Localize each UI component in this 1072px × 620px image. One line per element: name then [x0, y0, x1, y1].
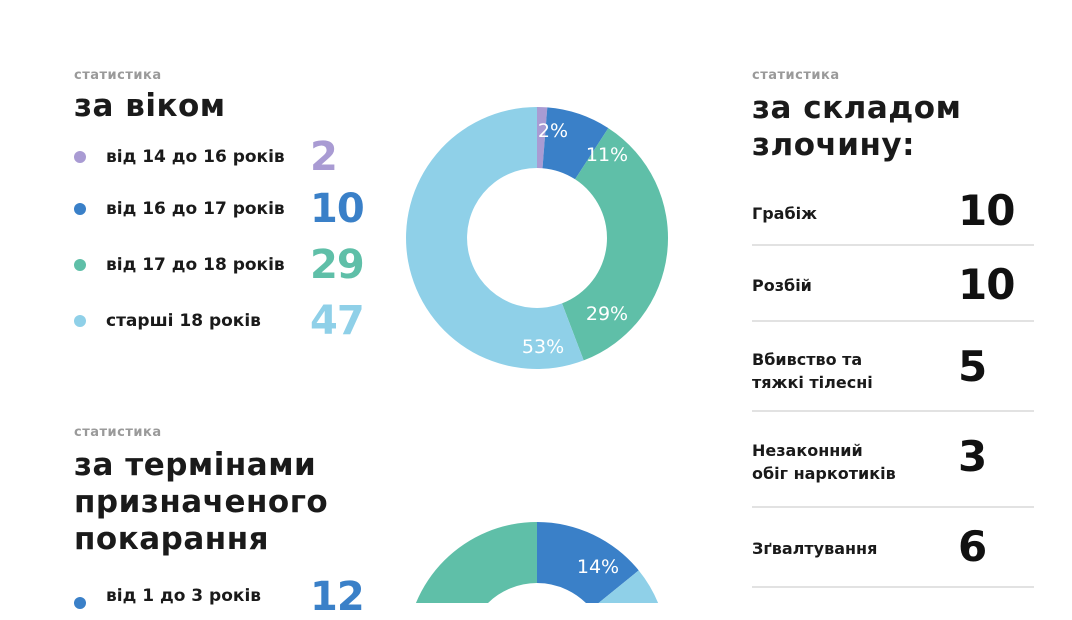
term-title-line: покарання [74, 521, 270, 557]
slice-over-18 [406, 107, 584, 370]
term-donut-chart: 14% [416, 522, 659, 603]
crime-value: 10 [958, 186, 1015, 235]
crime-label-line: Вбивство та [752, 350, 863, 369]
term-kicker: статистика [74, 425, 162, 440]
crime-title: за складом злочину: [752, 90, 961, 164]
crime-label: Грабіж [752, 204, 818, 223]
legend-label: від 16 до 17 років [106, 199, 285, 219]
pct-label: 29% [586, 303, 628, 325]
term-title-line: за термінами [74, 447, 317, 483]
crime-row: Незаконний обіг наркотиків 3 [752, 412, 1034, 508]
slice-other [416, 522, 537, 603]
age-legend-item: від 17 до 18 років 29 [74, 242, 365, 288]
crime-row: Вбивство та тяжкі тілесні 5 [752, 322, 1034, 412]
legend-label: від 14 до 16 років [106, 147, 285, 167]
legend-value: 29 [310, 242, 365, 288]
legend-dot-icon [74, 151, 86, 163]
age-legend-item: від 14 до 16 років 2 [74, 134, 338, 180]
legend-dot-icon [74, 203, 86, 215]
legend-value: 10 [310, 186, 365, 232]
pct-label: 14% [577, 556, 619, 578]
slice-1-3-years [537, 522, 639, 603]
crime-value: 5 [958, 342, 987, 391]
age-legend-item: старші 18 років 47 [74, 298, 365, 344]
pct-label: 2% [538, 120, 568, 142]
legend-dot-icon [74, 597, 86, 609]
slice-other [598, 570, 659, 603]
crime-value: 6 [958, 522, 987, 571]
crime-label: Вбивство та тяжкі тілесні [752, 348, 873, 394]
crime-kicker: статистика [752, 68, 840, 83]
crime-label-line: Незаконний [752, 441, 863, 460]
crime-label: Зґвалтування [752, 539, 878, 558]
slice-14-16 [537, 106, 548, 169]
crime-label: Незаконний обіг наркотиків [752, 439, 896, 485]
crime-row: Зґвалтування 6 [752, 508, 1034, 588]
legend-label: від 1 до 3 років [106, 586, 262, 606]
term-title-line: призначеного [74, 484, 329, 520]
pct-label: 11% [586, 144, 628, 166]
legend-label: старші 18 років [106, 311, 261, 331]
legend-dot-icon [74, 259, 86, 271]
crime-row: Розбій 10 [752, 246, 1034, 322]
crime-title-line: злочину: [752, 127, 916, 163]
crime-label-line: тяжкі тілесні [752, 373, 873, 392]
term-legend-item: від 1 до 3 років 12 [74, 574, 365, 620]
legend-value: 2 [310, 134, 338, 180]
age-legend-item: від 16 до 17 років 10 [74, 186, 365, 232]
term-title: за термінами призначеного покарання [74, 447, 328, 558]
age-title: за віком [74, 88, 226, 124]
crime-value: 10 [958, 260, 1015, 309]
crime-label-line: обіг наркотиків [752, 464, 896, 483]
crime-label: Розбій [752, 276, 812, 295]
crime-value: 3 [958, 432, 987, 481]
legend-value: 12 [310, 574, 365, 620]
legend-value: 47 [310, 298, 365, 344]
age-donut-chart: 2% 11% 29% 53% [406, 106, 669, 370]
pct-label: 53% [522, 336, 564, 358]
slice-16-17 [542, 107, 609, 180]
age-kicker: статистика [74, 68, 162, 83]
legend-dot-icon [74, 315, 86, 327]
legend-label: від 17 до 18 років [106, 255, 285, 275]
crime-title-line: за складом [752, 90, 962, 126]
crime-row: Грабіж 10 [752, 178, 1034, 246]
slice-17-18 [562, 128, 669, 361]
